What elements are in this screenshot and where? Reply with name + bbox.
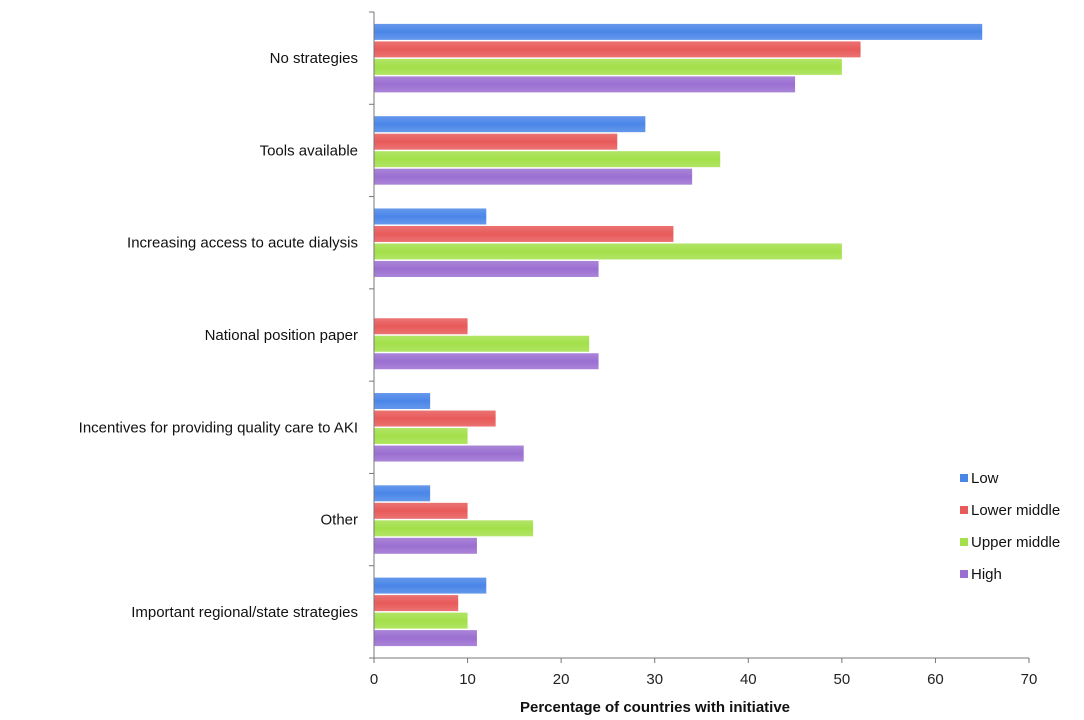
legend-label: Lower middle [971,502,1060,519]
legend-swatch-low [960,474,968,482]
legend-swatch-upper-middle [960,538,968,546]
bar-low-0 [374,23,983,40]
bar-high-4 [374,445,524,462]
bar-low-4 [374,393,431,410]
x-tick-label: 60 [927,671,944,688]
bar-upper-middle-5 [374,520,534,537]
category-label: No strategies [270,50,358,67]
bar-upper-middle-3 [374,335,590,352]
axes-group [369,11,1030,663]
x-tick-label: 50 [834,671,851,688]
bar-upper-middle-1 [374,151,721,168]
bar-low-1 [374,116,646,133]
x-tick-label: 10 [459,671,476,688]
bar-lower-middle-3 [374,318,468,335]
legend-label: Low [971,470,999,487]
category-label: Other [320,512,358,529]
x-tick-label: 20 [553,671,570,688]
x-tick-label: 30 [646,671,663,688]
x-tick-labels: 0 10 20 30 40 50 60 70 [370,671,1038,688]
bar-lower-middle-4 [374,410,496,427]
bar-upper-middle-4 [374,428,468,445]
bar-low-2 [374,208,487,225]
x-tick-label: 70 [1021,671,1038,688]
bar-lower-middle-1 [374,133,618,150]
legend-swatch-lower-middle [960,506,968,514]
legend: Low Lower middle Upper middle High [960,470,1060,583]
bars-group [374,23,983,647]
bar-lower-middle-6 [374,595,459,612]
bar-low-6 [374,577,487,594]
bar-high-3 [374,353,599,370]
bar-lower-middle-5 [374,502,468,519]
bar-lower-middle-2 [374,225,674,242]
bar-low-5 [374,485,431,502]
legend-label: High [971,566,1002,583]
category-label: Increasing access to acute dialysis [127,235,358,252]
bar-high-6 [374,630,477,647]
bar-high-2 [374,260,599,277]
bar-high-0 [374,76,796,93]
bar-high-5 [374,537,477,554]
legend-swatch-high [960,570,968,578]
bar-upper-middle-0 [374,58,842,75]
x-tick-label: 40 [740,671,757,688]
bar-lower-middle-0 [374,41,861,58]
category-labels: No strategies Tools available Increasing a… [79,50,358,621]
bar-upper-middle-2 [374,243,842,260]
legend-label: Upper middle [971,534,1060,551]
category-label: National position paper [205,327,358,344]
x-axis-title: Percentage of countries with initiative [520,699,790,716]
bar-high-1 [374,168,693,185]
category-label: Important regional/state strategies [131,604,358,621]
bar-upper-middle-6 [374,612,468,629]
category-label: Tools available [260,142,358,159]
category-label: Incentives for providing quality care to… [79,419,358,436]
x-tick-label: 0 [370,671,378,688]
